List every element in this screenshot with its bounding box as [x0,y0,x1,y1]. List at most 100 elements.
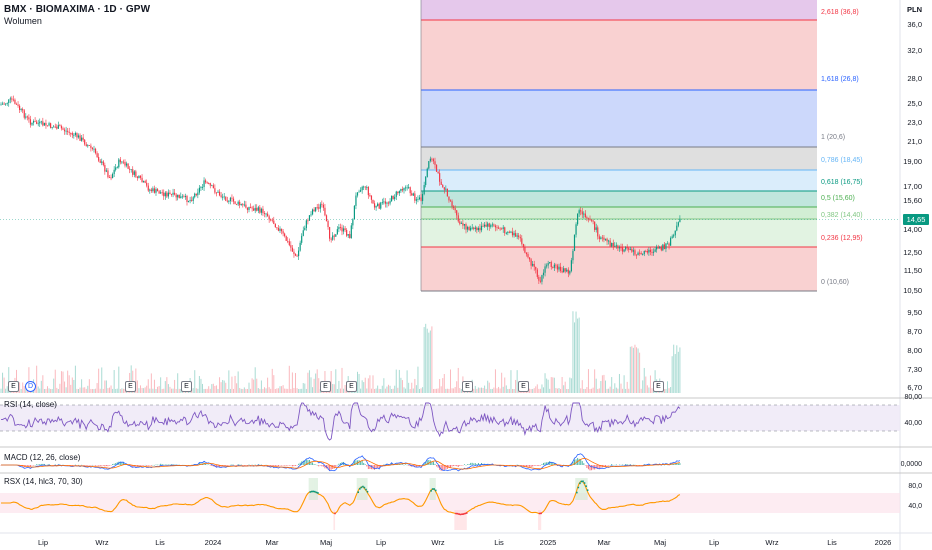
candle-body [211,185,213,187]
time-tick: 2025 [539,538,557,547]
volume-bar [90,388,92,393]
candle-body [302,230,304,236]
rsx-tick: 80,0 [908,483,922,490]
candle-body [363,186,365,188]
candle-body [186,196,188,202]
candle-body [372,199,374,204]
macd-histogram-bar [358,460,360,465]
candle-body [547,263,549,266]
currency-label[interactable]: PLN [907,5,922,14]
candle-body [42,121,44,126]
volume-bar [268,387,270,393]
volume-bar [642,380,644,393]
candlestick-series[interactable] [0,95,681,285]
dividend-event-icon[interactable]: D [25,381,36,392]
volume-bar [22,382,24,393]
volume-bar [648,387,650,393]
candle-body [387,202,390,204]
volume-bar [152,388,154,393]
candle-body [279,228,281,231]
volume-bar [436,388,438,393]
volume-bar [673,344,675,393]
macd-histogram-bar [298,463,300,465]
volume-bar [553,377,555,393]
candle-body [9,98,11,100]
earnings-event-icon[interactable]: E [181,381,192,392]
volume-bar [676,345,678,393]
volume-bar [360,388,362,393]
volume-bar [419,388,420,393]
candle-body [63,129,66,132]
rsx-oversold-zone [538,510,540,530]
volume-bar [202,383,203,393]
volume-bar [116,388,118,393]
macd-histogram-bar [595,465,597,469]
candle-body [105,170,107,172]
macd-histogram-bar [143,465,145,466]
volume-bar [37,386,39,393]
candle-body [260,208,262,213]
macd-label[interactable]: MACD (12, 26, close) [4,453,81,462]
rsx-oversold-zone [463,510,466,530]
rsx-oversold-zone [457,510,460,530]
volume-bar [494,369,496,393]
macd-histogram-bar [234,465,236,466]
candle-body [679,219,681,223]
candle-body [65,130,67,132]
macd-histogram-bar [34,464,36,466]
volume-bar [628,388,630,393]
volume-bar [160,377,162,393]
candle-body [662,244,664,251]
candle-body [265,213,267,215]
candle-body [360,190,362,192]
volume-bar [343,388,345,393]
rsx-overbought-zone [584,478,587,500]
volume-bar [493,387,495,393]
macd-histogram-bar [265,464,267,466]
volume-bar [19,382,21,393]
candle-body [412,193,414,196]
macd-histogram-bar [617,465,619,466]
earnings-event-icon[interactable]: E [653,381,664,392]
macd-histogram-bar [248,464,250,466]
symbol-title[interactable]: BMX · BIOMAXIMA · 1D · GPW [4,4,151,15]
volume-bar [645,376,647,393]
macd-histogram-bar [626,464,628,465]
volume-bar [566,388,568,393]
volume-bar [453,388,455,393]
rsx-overbought-zone [313,478,315,500]
candle-body [415,199,417,201]
earnings-event-icon[interactable]: E [462,381,473,392]
volume-bar [262,388,264,393]
macd-histogram-bar [510,464,512,466]
earnings-event-icon[interactable]: E [125,381,136,392]
rsx-oversold-zone [455,510,458,530]
volume-bar [546,378,548,393]
macd-histogram-bar [219,465,221,467]
earnings-event-icon[interactable]: E [8,381,19,392]
macd-histogram-bar [414,465,416,468]
candle-body [301,235,303,243]
macd-histogram-bar [90,465,92,466]
rsx-overbought-zone [578,478,580,500]
macd-histogram-bar [637,465,639,466]
volume-bar [245,388,247,393]
earnings-event-icon[interactable]: E [518,381,529,392]
rsi-label[interactable]: RSI (14, close) [4,400,57,409]
candle-body [533,263,535,267]
macd-histogram-bar [463,464,465,465]
candle-body [409,187,411,194]
rsx-overbought-zone [311,478,314,500]
macd-histogram-bar [339,463,341,465]
fibonacci-retracement[interactable] [420,0,817,292]
macd-histogram-bar [440,465,442,471]
earnings-event-icon[interactable]: E [346,381,357,392]
candle-body [316,207,318,209]
volume-bar [501,372,503,393]
time-tick: Lis [155,538,165,547]
earnings-event-icon[interactable]: E [320,381,331,392]
macd-histogram-bar [381,465,383,466]
rsx-label[interactable]: RSX (14, hlc3, 70, 30) [4,477,83,486]
candle-body [618,247,621,249]
